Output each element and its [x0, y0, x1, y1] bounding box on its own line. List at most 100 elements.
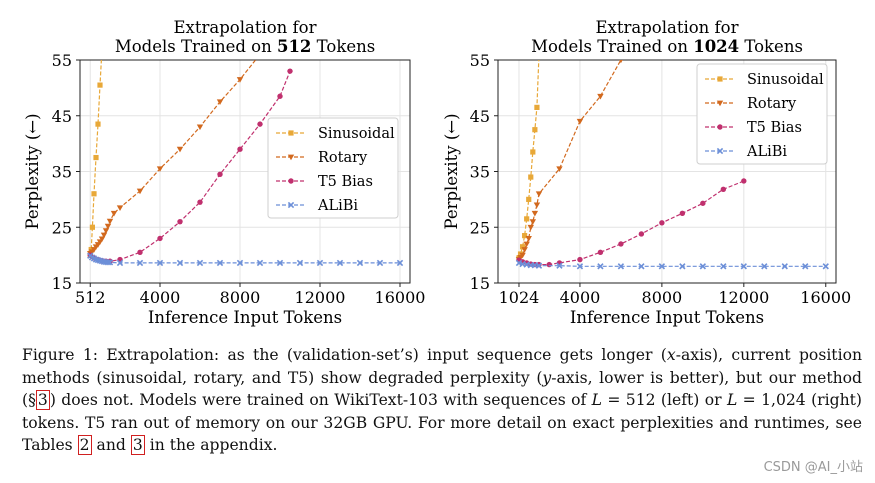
series-line-rotary — [89, 60, 257, 254]
data-point-rotary — [523, 241, 530, 248]
data-point-rotary — [104, 223, 112, 230]
legend-box — [267, 117, 399, 219]
data-point-alibi — [556, 262, 563, 269]
x-tick-label: 4000 — [140, 288, 181, 307]
data-point-rotary — [196, 124, 204, 131]
data-point-rotary — [216, 99, 224, 106]
data-point-alibi — [679, 263, 686, 270]
data-point-t5-bias — [197, 199, 203, 205]
legend-marker-t5-bias — [288, 178, 294, 184]
data-point-t5-bias — [700, 200, 706, 206]
x-tick-label: 12000 — [295, 288, 346, 307]
data-point-sinusoidal — [97, 82, 103, 88]
data-point-sinusoidal — [526, 196, 532, 202]
legend-marker-rotary — [716, 100, 724, 107]
series-rotary — [515, 60, 623, 263]
y-tick-label: 35 — [52, 163, 72, 182]
data-point-rotary — [100, 232, 108, 239]
y-tick-label: 25 — [52, 218, 72, 237]
data-point-t5-bias — [679, 210, 686, 217]
legend: Sinusoidal Rotary T5 Bias ALiBi — [267, 117, 399, 219]
data-point-rotary — [619, 60, 623, 64]
data-point-sinusoidal — [95, 121, 101, 127]
data-point-t5-bias — [618, 241, 624, 247]
data-point-sinusoidal — [93, 154, 99, 161]
series-alibi — [87, 252, 404, 267]
y-tick-label: 45 — [52, 107, 72, 126]
data-point-rotary — [116, 205, 124, 211]
y-tick-label: 55 — [52, 51, 72, 70]
series-line-rotary — [518, 60, 622, 260]
y-tick-label: 15 — [52, 274, 72, 293]
series-sinusoidal — [516, 60, 540, 261]
data-point-alibi — [376, 259, 384, 267]
data-point-sinusoidal — [532, 127, 538, 133]
data-point-alibi — [396, 259, 404, 267]
series-rotary — [87, 60, 257, 257]
data-point-alibi — [356, 259, 364, 267]
section-link[interactable]: 3 — [35, 390, 50, 410]
series-alibi — [515, 259, 829, 270]
table-link-2[interactable]: 2 — [77, 435, 92, 455]
legend-marker-alibi — [287, 201, 295, 209]
data-point-rotary — [535, 191, 543, 197]
data-point-alibi — [104, 259, 112, 266]
data-point-alibi — [156, 259, 164, 267]
series-line-sinusoidal — [89, 60, 102, 256]
chart-title-line2: Models Trained on 512 Tokens — [115, 37, 375, 56]
data-point-rotary — [533, 202, 541, 209]
data-point-sinusoidal — [524, 216, 530, 222]
data-point-t5-bias — [546, 261, 552, 268]
x-tick-label: 4000 — [560, 288, 601, 307]
series-line-t5-bias — [518, 180, 745, 266]
data-point-alibi — [106, 259, 114, 266]
data-point-rotary — [525, 236, 532, 242]
data-point-alibi — [761, 263, 768, 270]
data-point-t5-bias — [720, 186, 727, 193]
data-point-t5-bias — [237, 146, 243, 152]
data-point-rotary — [156, 166, 164, 172]
data-point-sinusoidal — [89, 224, 95, 230]
data-point-alibi — [296, 259, 304, 267]
legend-label-rotary: Rotary — [318, 150, 368, 166]
chart-title-line2: Models Trained on 1024 Tokens — [531, 37, 803, 56]
series-t5-bias — [516, 178, 747, 268]
data-point-rotary — [527, 224, 534, 231]
data-point-alibi — [617, 263, 625, 270]
data-point-rotary — [519, 252, 526, 259]
legend-label-t5-bias: T5 Bias — [318, 174, 373, 190]
x-axis-label: Inference Input Tokens — [148, 308, 342, 327]
data-point-sinusoidal — [522, 233, 528, 239]
data-point-sinusoidal — [100, 30, 105, 35]
y-tick-label: 15 — [470, 274, 490, 293]
data-point-t5-bias — [177, 218, 183, 225]
data-point-sinusoidal — [519, 244, 526, 250]
data-point-t5-bias — [217, 171, 223, 177]
x-tick-label: 16000 — [800, 288, 851, 307]
data-point-sinusoidal — [528, 174, 534, 180]
data-point-rotary — [176, 146, 184, 153]
chart-title-line1: Extrapolation for — [174, 18, 317, 37]
data-point-t5-bias — [597, 249, 604, 256]
x-tick-label: 1024 — [499, 288, 540, 307]
y-axis-label: Perplexity (←) — [23, 113, 42, 229]
legend-label-sinusoidal: Sinusoidal — [318, 126, 395, 142]
legend-label-alibi: ALiBi — [746, 144, 787, 160]
data-point-rotary — [136, 188, 144, 195]
data-point-alibi — [802, 263, 809, 270]
legend-label-alibi: ALiBi — [317, 198, 358, 214]
legend-marker-rotary — [287, 154, 295, 161]
data-point-sinusoidal — [91, 191, 97, 197]
data-point-rotary — [521, 247, 528, 253]
data-point-t5-bias — [741, 178, 747, 184]
legend-box — [696, 63, 828, 165]
plot-area — [515, 60, 829, 270]
legend-label-t5-bias: T5 Bias — [747, 120, 802, 136]
data-point-t5-bias — [577, 256, 583, 263]
data-point-alibi — [176, 259, 184, 267]
x-tick-label: 16000 — [375, 288, 426, 307]
y-tick-label: 55 — [470, 51, 490, 70]
x-tick-label: 12000 — [718, 288, 769, 307]
table-link-3[interactable]: 3 — [130, 435, 145, 455]
